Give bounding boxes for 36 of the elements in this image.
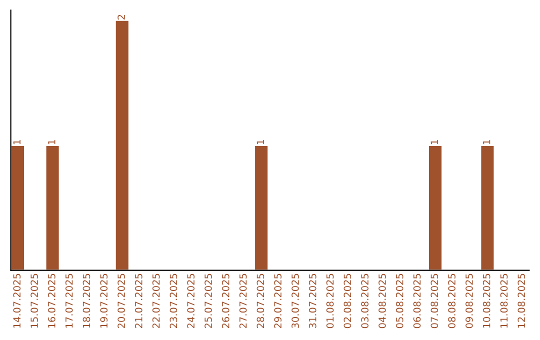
x-tick-label: 25.07.2025 (204, 274, 212, 328)
x-tick-label: 08.08.2025 (448, 274, 456, 328)
data-label: 1 (13, 140, 20, 144)
x-tick-label: 19.07.2025 (100, 274, 108, 328)
x-tick-label: 01.08.2025 (326, 274, 334, 328)
x-tick-label: 21.07.2025 (134, 274, 142, 328)
x-tick-label: 02.08.2025 (344, 274, 352, 328)
data-label: 1 (48, 140, 56, 144)
x-tick-label: 20.07.2025 (118, 274, 125, 328)
x-tick-label: 05.08.2025 (396, 274, 404, 328)
x-tick-label: 12.08.2025 (518, 274, 526, 328)
data-label: 2 (118, 14, 125, 20)
x-tick-label: 03.08.2025 (361, 274, 368, 328)
data-label: 1 (483, 140, 490, 144)
x-tick-label: 15.07.2025 (30, 274, 38, 328)
x-tick-label: 28.07.2025 (256, 274, 264, 328)
x-tick-label: 16.07.2025 (48, 274, 56, 328)
x-tick-label: 17.07.2025 (65, 274, 73, 328)
x-tick-label: 22.07.2025 (152, 274, 160, 328)
x-tick-label: 10.08.2025 (482, 274, 490, 328)
x-tick-label: 24.07.2025 (187, 274, 195, 328)
x-tick-label: 23.07.2025 (170, 274, 178, 328)
x-tick-label: 09.08.2025 (466, 274, 473, 328)
x-tick-label: 31.07.2025 (308, 274, 316, 328)
x-tick-label: 06.08.2025 (413, 274, 421, 328)
x-tick-label: 14.07.2025 (13, 274, 21, 328)
data-label: 1 (256, 140, 264, 144)
x-tick-label: 29.07.2025 (274, 274, 282, 328)
x-tick-label: 26.07.2025 (222, 274, 230, 328)
x-tick-label: 04.08.2025 (378, 274, 386, 328)
x-tick-label: 18.07.2025 (82, 274, 90, 328)
x-tick-label: 27.07.2025 (239, 274, 247, 328)
x-tick-label: 30.07.2025 (292, 274, 299, 328)
x-tick-label: 07.08.2025 (430, 274, 438, 328)
data-label: 1 (430, 140, 438, 144)
x-tick-label: 11.08.2025 (500, 274, 508, 328)
